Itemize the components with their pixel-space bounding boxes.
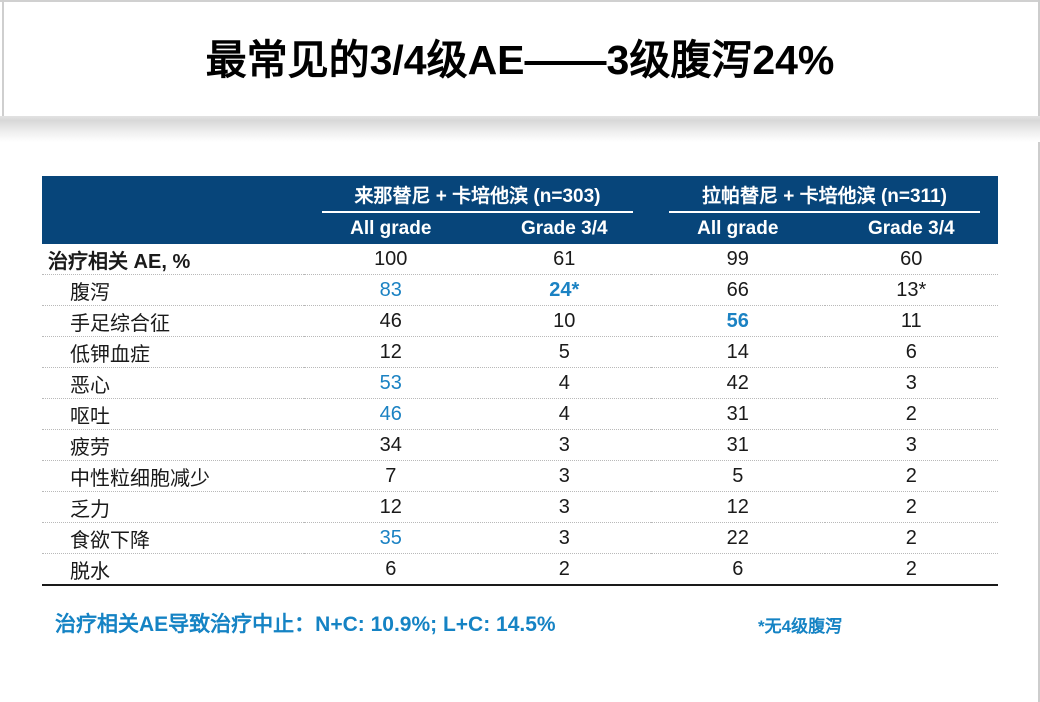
cell-value: 4 — [477, 398, 651, 430]
cell-value: 4 — [477, 367, 651, 399]
subheader-all-grade-1: All grade — [304, 213, 478, 244]
cell-value: 60 — [824, 244, 999, 275]
table-header: 来那替尼 + 卡培他滨 (n=303) 拉帕替尼 + 卡培他滨 (n=311) … — [42, 176, 999, 244]
cell-value: 42 — [651, 367, 825, 399]
subheader-grade-34-1: Grade 3/4 — [477, 213, 651, 244]
row-label: 食欲下降 — [42, 522, 304, 554]
cell-value: 53 — [304, 367, 478, 399]
cell-value: 3 — [824, 367, 999, 399]
row-label: 乏力 — [42, 491, 304, 523]
cell-value: 3 — [824, 429, 999, 461]
cell-value: 56 — [651, 305, 825, 337]
cell-value: 12 — [651, 491, 825, 523]
cell-value: 13* — [824, 274, 999, 306]
table-row: 呕吐 46 4 31 2 — [42, 398, 999, 430]
table-row: 食欲下降 35 3 22 2 — [42, 522, 999, 554]
table-row: 脱水 6 2 6 2 — [42, 553, 999, 586]
group-header-lapatinib: 拉帕替尼 + 卡培他滨 (n=311) — [651, 176, 999, 213]
subheader-all-grade-2: All grade — [651, 213, 825, 244]
group-header-neratinib: 来那替尼 + 卡培他滨 (n=303) — [304, 176, 651, 213]
cell-value: 6 — [304, 553, 478, 586]
cell-value: 6 — [651, 553, 825, 586]
cell-value: 3 — [477, 429, 651, 461]
slide-right-edge — [1038, 0, 1040, 702]
cell-value: 31 — [651, 429, 825, 461]
title-divider-shadow — [0, 116, 1040, 142]
cell-value: 35 — [304, 522, 478, 554]
cell-value: 46 — [304, 398, 478, 430]
cell-value: 2 — [824, 398, 999, 430]
table-row: 治疗相关 AE, % 100 61 99 60 — [42, 244, 999, 275]
row-label: 脱水 — [42, 553, 304, 586]
asterisk-footnote: *无4级腹泻 — [758, 617, 843, 636]
cell-value: 61 — [477, 244, 651, 275]
row-label: 腹泻 — [42, 274, 304, 306]
row-label: 疲劳 — [42, 429, 304, 461]
header-spacer — [42, 176, 304, 213]
table-row: 乏力 12 3 12 2 — [42, 491, 999, 523]
treatment-group-header-row: 来那替尼 + 卡培他滨 (n=303) 拉帕替尼 + 卡培他滨 (n=311) — [42, 176, 999, 213]
cell-value: 31 — [651, 398, 825, 430]
subheader-grade-34-2: Grade 3/4 — [824, 213, 999, 244]
cell-value: 11 — [824, 305, 999, 337]
cell-value: 66 — [651, 274, 825, 306]
cell-value: 3 — [477, 491, 651, 523]
cell-value: 3 — [477, 522, 651, 554]
grade-subheader-row: All grade Grade 3/4 All grade Grade 3/4 — [42, 213, 999, 244]
cell-value: 12 — [304, 491, 478, 523]
row-label: 手足综合征 — [42, 305, 304, 337]
cell-value: 10 — [477, 305, 651, 337]
header-spacer — [42, 213, 304, 244]
cell-value: 24* — [477, 274, 651, 306]
cell-value: 14 — [651, 336, 825, 368]
cell-value: 83 — [304, 274, 478, 306]
cell-value: 2 — [824, 553, 999, 586]
slide-top-edge — [0, 0, 1040, 2]
cell-value: 100 — [304, 244, 478, 275]
cell-value: 46 — [304, 305, 478, 337]
table-row: 恶心 53 4 42 3 — [42, 367, 999, 399]
cell-value: 12 — [304, 336, 478, 368]
table-row: 中性粒细胞减少 7 3 5 2 — [42, 460, 999, 492]
cell-value: 6 — [824, 336, 999, 368]
table-row: 低钾血症 12 5 14 6 — [42, 336, 999, 368]
row-label: 中性粒细胞减少 — [42, 460, 304, 492]
cell-value: 22 — [651, 522, 825, 554]
table-body: 治疗相关 AE, % 100 61 99 60 腹泻 83 24* 66 13* 手足综合征 46 10… — [42, 244, 999, 586]
cell-value: 2 — [824, 460, 999, 492]
cell-value: 34 — [304, 429, 478, 461]
cell-value: 2 — [824, 491, 999, 523]
table-row: 手足综合征 46 10 56 11 — [42, 305, 999, 337]
cell-value: 5 — [651, 460, 825, 492]
cell-value: 2 — [824, 522, 999, 554]
cell-value: 3 — [477, 460, 651, 492]
row-label: 恶心 — [42, 367, 304, 399]
table-row: 腹泻 83 24* 66 13* — [42, 274, 999, 306]
row-label: 呕吐 — [42, 398, 304, 430]
table-row: 疲劳 34 3 31 3 — [42, 429, 999, 461]
adverse-events-table: 来那替尼 + 卡培他滨 (n=303) 拉帕替尼 + 卡培他滨 (n=311) … — [42, 176, 999, 586]
row-label: 低钾血症 — [42, 336, 304, 368]
page-title: 最常见的3/4级AE——3级腹泻24% — [205, 37, 835, 83]
cell-value: 2 — [477, 553, 651, 586]
cell-value: 5 — [477, 336, 651, 368]
discontinuation-footnote: 治疗相关AE导致治疗中止：N+C: 10.9%; L+C: 14.5% — [55, 613, 556, 636]
row-label: 治疗相关 AE, % — [42, 244, 304, 275]
cell-value: 7 — [304, 460, 478, 492]
slide-left-edge — [2, 0, 4, 118]
cell-value: 99 — [651, 244, 825, 275]
